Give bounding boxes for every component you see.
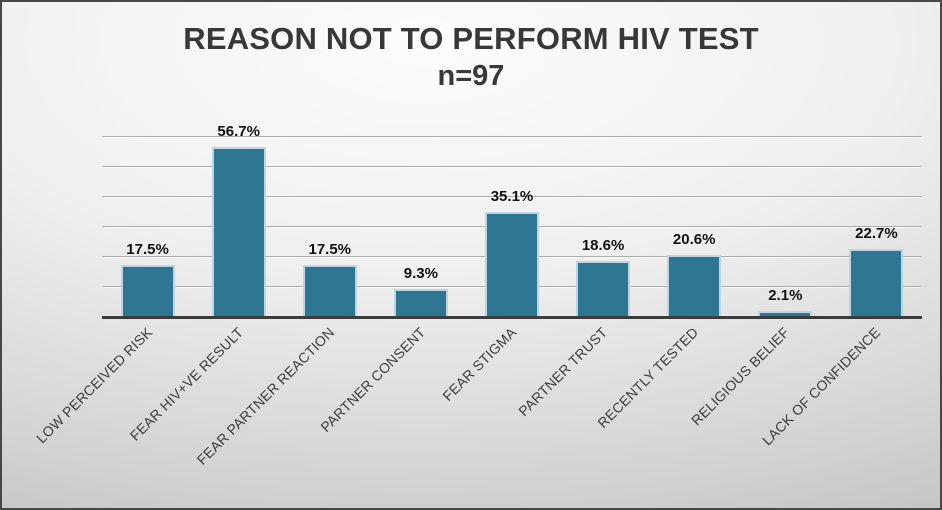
bar-value-label: 20.6% <box>672 231 716 249</box>
bar-value-label: 56.7% <box>217 122 260 140</box>
bar-value-label: 18.6% <box>581 237 625 255</box>
bar <box>758 310 813 317</box>
chart-subtitle: n=97 <box>437 60 505 92</box>
bar-slot: 9.3% <box>375 137 466 317</box>
bar <box>484 211 539 317</box>
bar-slot: 17.5% <box>102 137 193 317</box>
bar-slot: 2.1% <box>740 137 831 317</box>
bar <box>849 248 904 317</box>
bar-value-label: 2.1% <box>768 286 803 304</box>
bar <box>667 255 722 317</box>
chart-title: REASON NOT TO PERFORM HIV TEST <box>183 21 759 56</box>
x-axis-label: PARTNER TRUST <box>515 324 611 420</box>
gridline <box>102 136 922 137</box>
x-axis-label: RECENTLY TESTED <box>594 324 702 431</box>
bar <box>576 261 631 317</box>
bar-slot: 18.6% <box>558 137 649 317</box>
x-axis-label: FEAR HIV+VE RESULT <box>126 324 246 444</box>
x-axis-label: FEAR PARTNER REACTION <box>193 324 338 468</box>
gridline <box>102 166 922 167</box>
x-axis-labels-group: LOW PERCEIVED RISK FEAR HIV+VE RESULT FEAR… <box>33 324 922 508</box>
gridline <box>102 196 922 197</box>
x-axis-line <box>102 316 922 319</box>
bar <box>302 264 357 317</box>
bars-group: 17.5% 56.7% 17.5% 9.3% 35.1% 18.6% 20.6% 2.1% 22… <box>102 123 922 317</box>
bar-slot: 56.7% <box>193 123 284 317</box>
bar-value-label: 22.7% <box>855 224 898 242</box>
x-axis-label: FEAR STIGMA <box>439 324 520 404</box>
bar-slot: 17.5% <box>284 137 375 317</box>
plot-area: 17.5% 56.7% 17.5% 9.3% 35.1% 18.6% 20.6% 2.1% 22… <box>102 123 922 319</box>
bar-value-label: 17.5% <box>308 240 352 258</box>
bar-slot: 35.1% <box>466 137 557 317</box>
bar-value-label: 35.1% <box>490 187 534 205</box>
bar <box>393 289 448 317</box>
x-axis-label: LACK OF CONFIDENCE <box>759 324 884 449</box>
x-axis-label: PARTNER CONSENT <box>317 324 429 435</box>
bar <box>211 146 266 317</box>
bar-slot: 20.6% <box>649 137 740 317</box>
bar-value-label: 9.3% <box>403 265 438 283</box>
bar-value-label: 17.5% <box>126 240 169 258</box>
x-axis-label: LOW PERCEIVED RISK <box>32 324 155 447</box>
x-axis-label: RELIGIOUS BELIEF <box>688 324 793 429</box>
bar-slot: 22.7% <box>831 137 922 317</box>
bar <box>120 264 175 317</box>
